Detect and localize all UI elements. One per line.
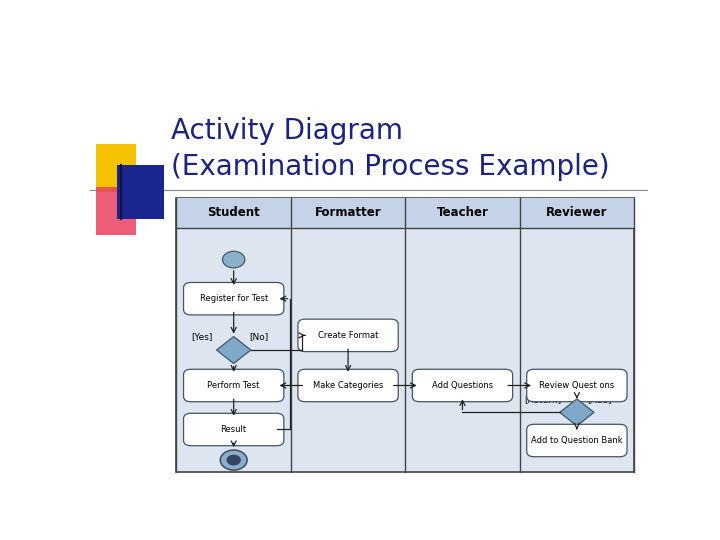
FancyBboxPatch shape: [413, 369, 513, 402]
Text: Perform Test: Perform Test: [207, 381, 260, 390]
Polygon shape: [217, 336, 251, 363]
Text: Register for Test: Register for Test: [199, 294, 268, 303]
FancyBboxPatch shape: [527, 424, 627, 457]
Circle shape: [226, 455, 241, 465]
FancyBboxPatch shape: [184, 282, 284, 315]
Bar: [96, 144, 136, 192]
FancyBboxPatch shape: [527, 369, 627, 402]
Bar: [405, 198, 520, 228]
Text: Review Quest ons: Review Quest ons: [539, 381, 614, 390]
Circle shape: [222, 251, 245, 268]
FancyBboxPatch shape: [298, 369, 398, 402]
FancyBboxPatch shape: [184, 413, 284, 446]
FancyBboxPatch shape: [298, 319, 398, 352]
Text: Reviewer: Reviewer: [546, 206, 608, 219]
Text: Formatter: Formatter: [315, 206, 382, 219]
Bar: [520, 198, 634, 228]
Text: [No]: [No]: [249, 333, 269, 341]
Text: Activity Diagram: Activity Diagram: [171, 117, 403, 145]
Polygon shape: [559, 399, 594, 426]
Text: [Yes]: [Yes]: [191, 333, 212, 341]
Bar: [291, 198, 405, 228]
Bar: [176, 198, 634, 472]
Text: Make Categories: Make Categories: [313, 381, 383, 390]
Text: Teacher: Teacher: [436, 206, 488, 219]
Bar: [176, 198, 291, 228]
Text: Add to Question Bank: Add to Question Bank: [531, 436, 623, 445]
Text: Create Format: Create Format: [318, 331, 378, 340]
Bar: [96, 187, 136, 235]
Text: (Examination Process Example): (Examination Process Example): [171, 153, 610, 181]
Text: Result: Result: [220, 425, 247, 434]
Text: [Add]: [Add]: [588, 395, 612, 404]
Text: [Return]: [Return]: [524, 395, 561, 404]
Text: Add Questions: Add Questions: [432, 381, 493, 390]
Bar: [117, 165, 164, 219]
FancyBboxPatch shape: [184, 369, 284, 402]
Text: Student: Student: [207, 206, 260, 219]
Circle shape: [220, 450, 247, 470]
